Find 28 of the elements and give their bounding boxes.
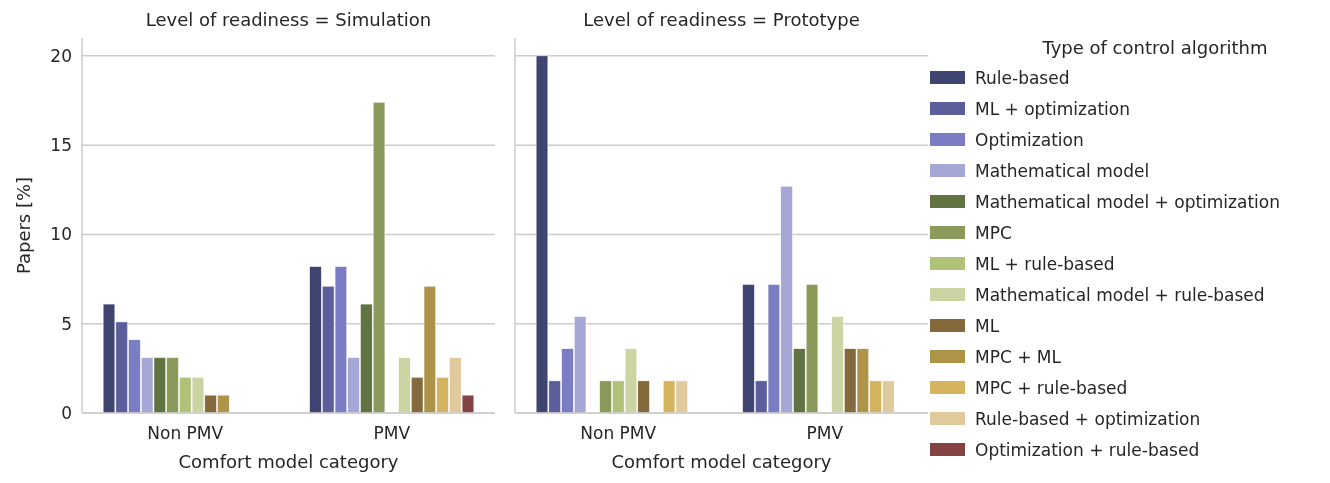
chart-title: Level of readiness = Prototype (583, 9, 860, 30)
y-axis-title: Papers [%] (13, 176, 34, 275)
x-axis-title: Comfort model category (611, 451, 832, 472)
legend-label: Mathematical model + rule-based (975, 284, 1265, 305)
x-tick-label: PMV (373, 423, 411, 443)
legend-title: Type of control algorithm (1041, 37, 1268, 58)
x-tick-label: Non PMV (580, 423, 657, 443)
legend-label: Optimization + rule-based (975, 439, 1200, 460)
legend-label: Rule-based + optimization (975, 408, 1201, 429)
legend-label: Optimization (975, 129, 1084, 150)
y-tick-label: 0 (61, 402, 72, 423)
legend-label: ML (975, 315, 1000, 336)
y-tick-label: 15 (50, 135, 72, 156)
x-tick-label: Non PMV (147, 423, 224, 443)
legend-label: Rule-based (975, 67, 1070, 88)
x-axis-title: Comfort model category (178, 451, 399, 472)
legend-label: Mathematical model + optimization (975, 191, 1280, 212)
y-tick-label: 5 (61, 313, 72, 334)
y-tick-label: 20 (50, 45, 72, 66)
chart-title: Level of readiness = Simulation (145, 9, 432, 30)
legend-label: ML + rule-based (975, 253, 1115, 274)
y-tick-label: 10 (50, 224, 72, 245)
legend-label: MPC (975, 222, 1012, 243)
legend-label: ML + optimization (975, 98, 1130, 119)
legend-label: MPC + ML (975, 346, 1062, 367)
legend-label: Mathematical model (975, 160, 1150, 181)
legend-label: MPC + rule-based (975, 377, 1128, 398)
x-tick-label: PMV (806, 423, 844, 443)
